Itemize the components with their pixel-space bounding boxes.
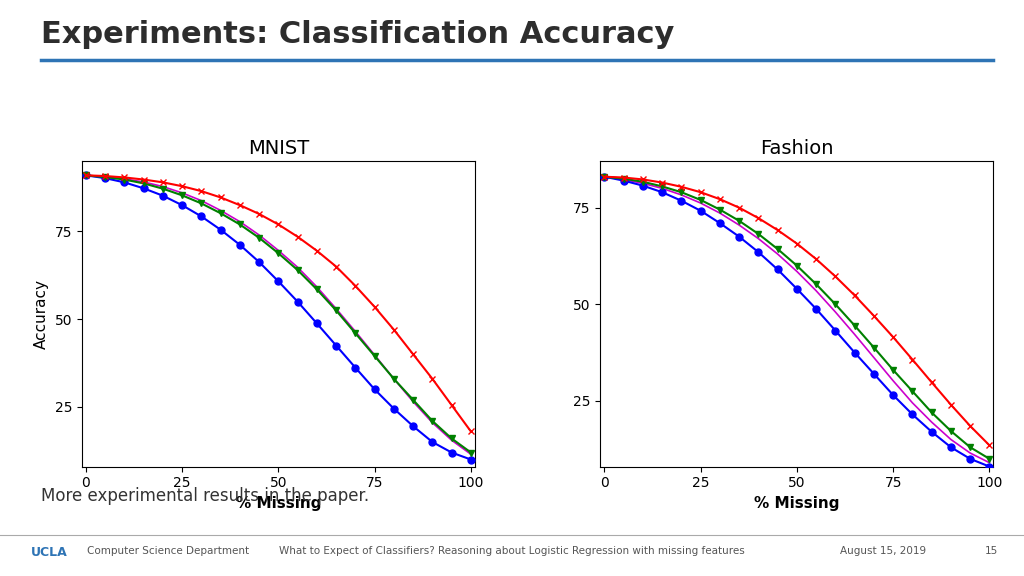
Text: August 15, 2019: August 15, 2019: [840, 546, 926, 556]
Text: What to Expect of Classifiers? Reasoning about Logistic Regression with missing : What to Expect of Classifiers? Reasoning…: [280, 546, 744, 556]
Text: More experimental results in the paper.: More experimental results in the paper.: [41, 487, 369, 505]
Y-axis label: Accuracy: Accuracy: [34, 279, 49, 349]
X-axis label: % Missing: % Missing: [754, 496, 840, 511]
Text: Experiments: Classification Accuracy: Experiments: Classification Accuracy: [41, 20, 675, 49]
Text: 15: 15: [985, 546, 998, 556]
Text: UCLA: UCLA: [31, 546, 68, 559]
Text: Computer Science Department: Computer Science Department: [87, 546, 249, 556]
Title: MNIST: MNIST: [248, 139, 309, 158]
X-axis label: % Missing: % Missing: [236, 496, 322, 511]
Title: Fashion: Fashion: [760, 139, 834, 158]
